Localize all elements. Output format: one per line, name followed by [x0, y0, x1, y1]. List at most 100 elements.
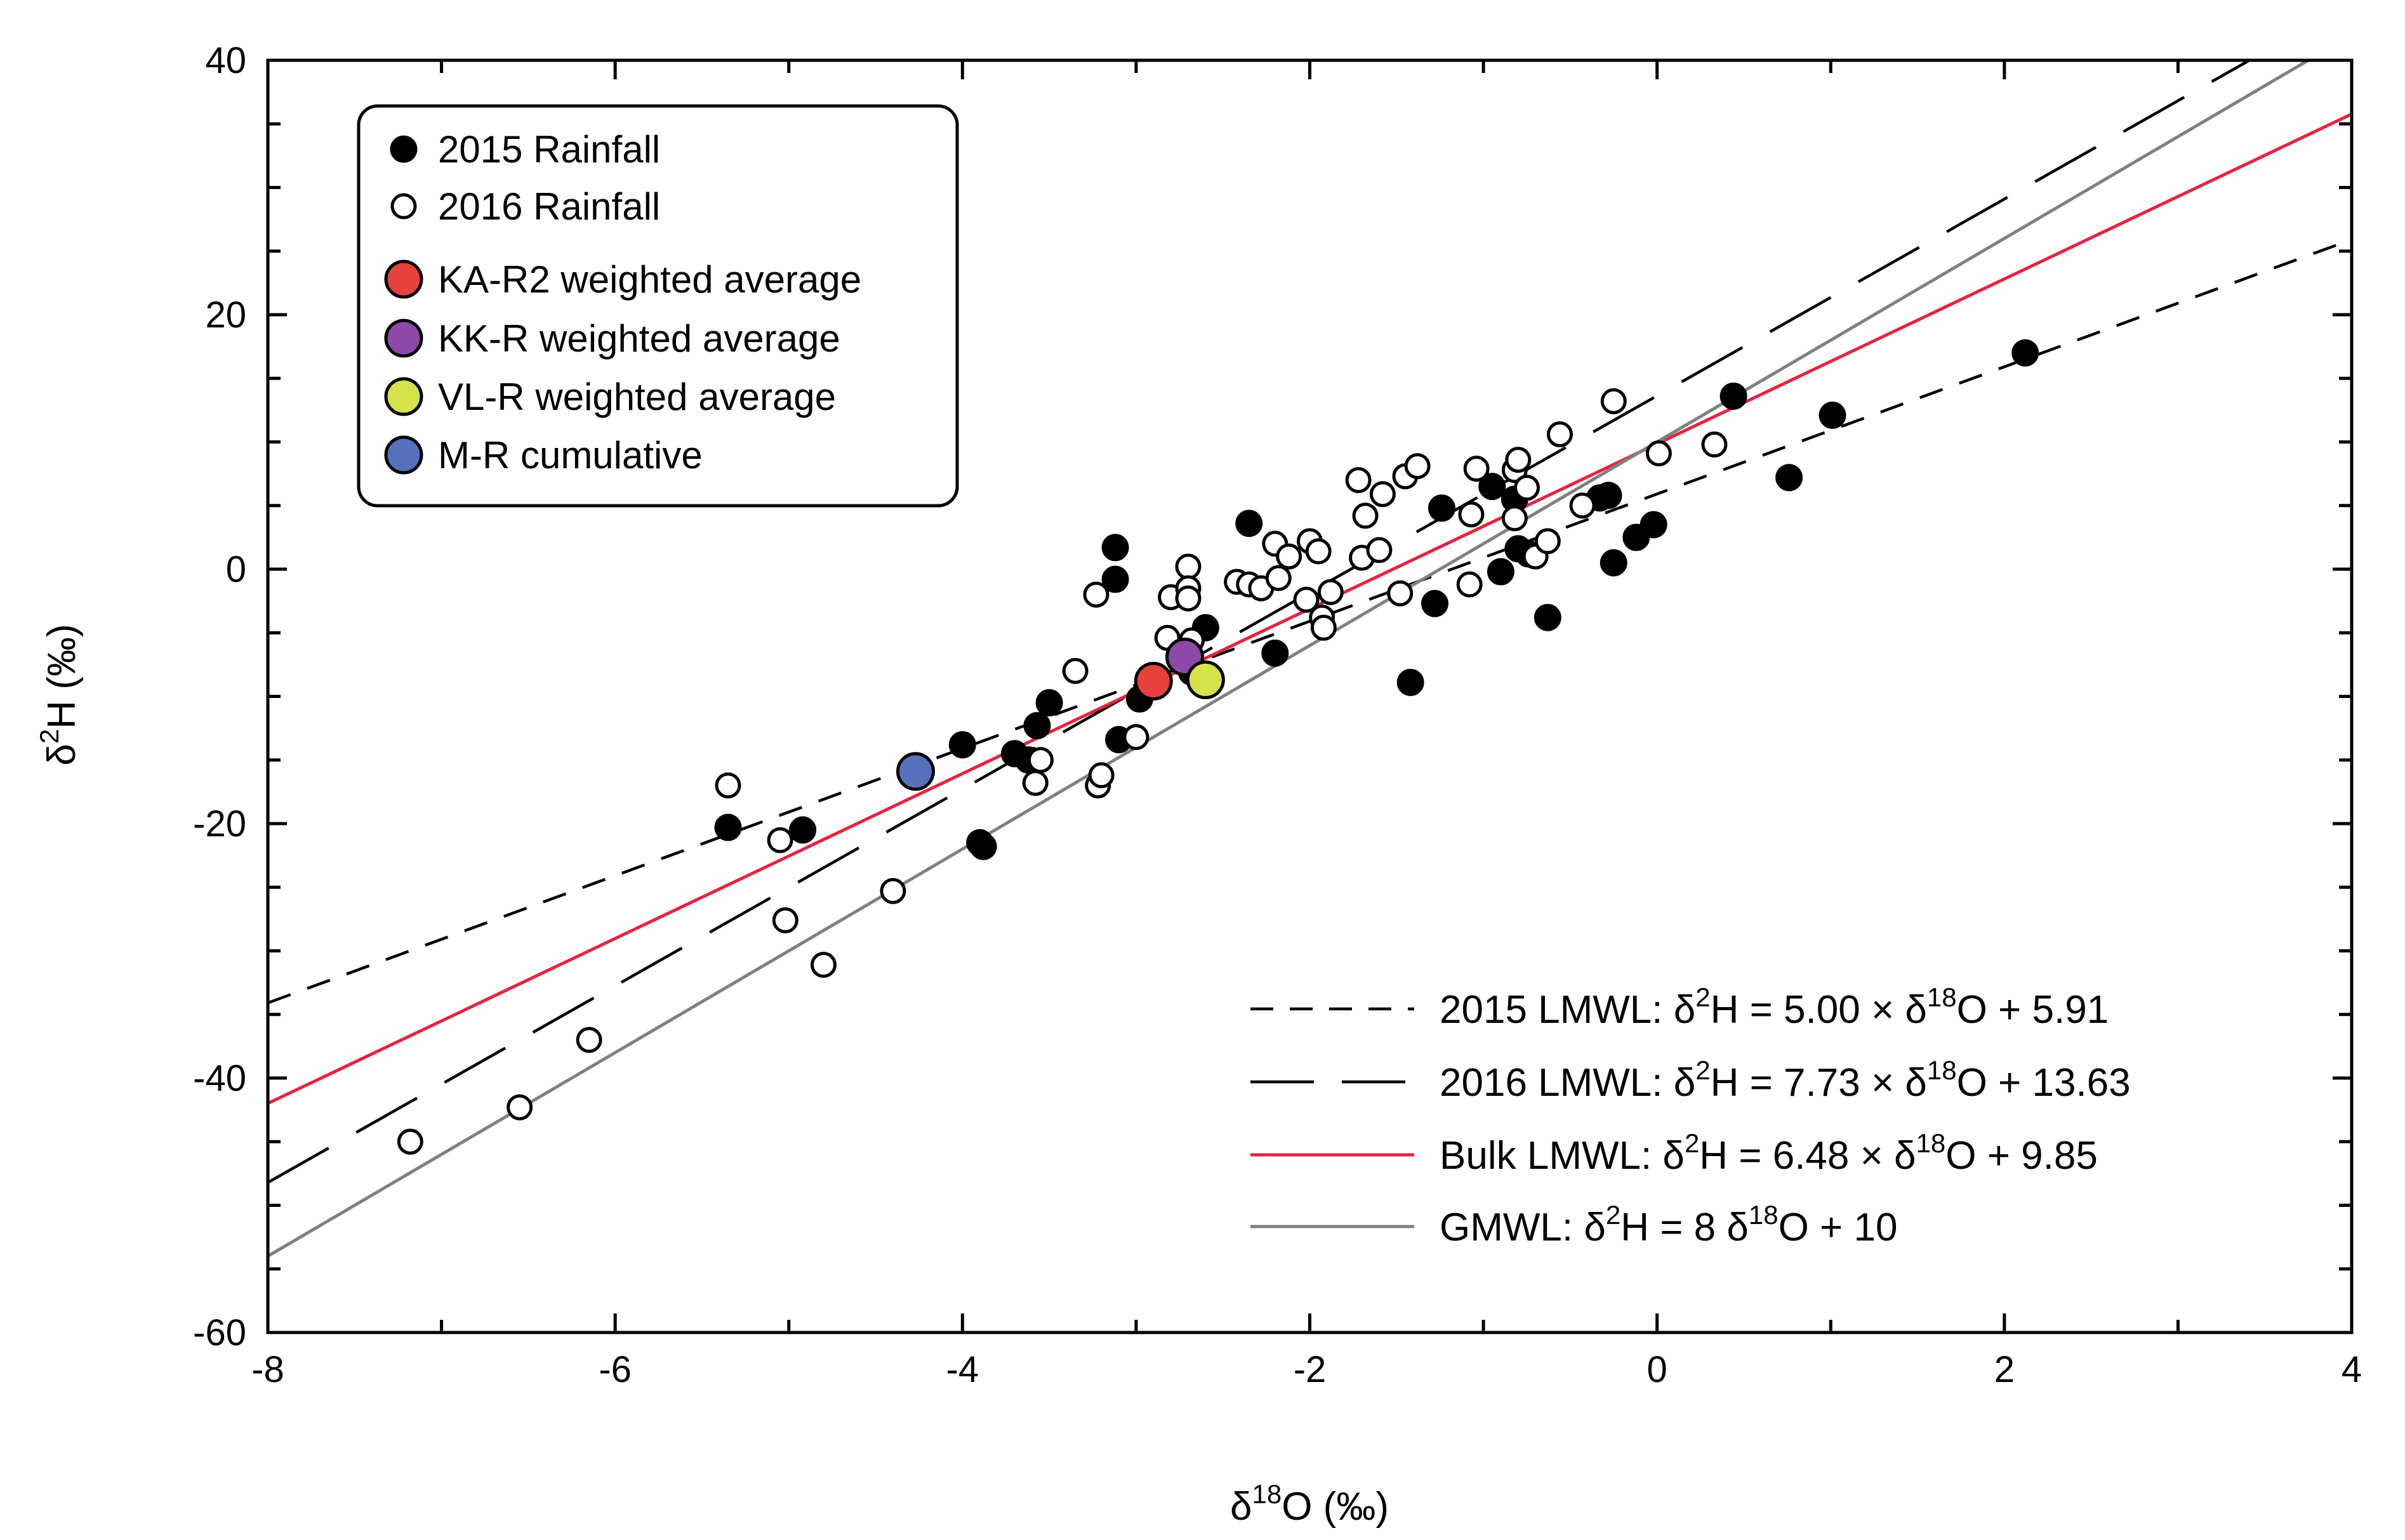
rainfall-2015-point	[1534, 603, 1561, 631]
legend-marker	[384, 260, 423, 299]
rainfall-2016-point	[1701, 431, 1728, 458]
legend-label: KA-R2 weighted average	[438, 258, 861, 301]
legend-marker	[390, 193, 417, 220]
y-tick-label: 40	[205, 40, 246, 81]
vl-r-weighted-average-point	[1186, 660, 1225, 699]
rainfall-2016-point	[1463, 456, 1490, 482]
rainfall-2016-point	[1645, 440, 1672, 467]
rainfall-2016-point	[1546, 421, 1573, 447]
rainfall-2015-point	[1719, 382, 1747, 410]
line-legend-equation: 2015 LMWL: δ2H = 5.00 × δ18O + 5.91	[1440, 982, 2109, 1032]
gmwl-line	[268, 60, 2312, 1258]
rainfall-2016-point	[1276, 543, 1302, 570]
marker-legend: 2015 Rainfall 2016 Rainfall KA-R2 weighted…	[357, 104, 959, 508]
rainfall-2016-point	[1175, 553, 1202, 580]
axis-ticks	[266, 58, 2354, 1334]
rainfall-2015-point	[948, 731, 976, 759]
rainfall-2016-point	[1027, 747, 1054, 773]
line-legend-equation: GMWL: δ2H = 8 δ18O + 10	[1440, 1200, 1897, 1249]
legend-rainfall-2016: 2016 Rainfall	[390, 185, 660, 228]
rainfall-2015-point	[1594, 482, 1622, 510]
rainfall-2015-point	[966, 829, 994, 857]
rainfall-2015-point	[1396, 668, 1424, 696]
x-tick-label: 2	[1994, 1349, 2015, 1390]
legend-ka-r2-weighted-average: KA-R2 weighted average	[384, 258, 861, 301]
rainfall-2016-point	[1600, 388, 1627, 414]
rainfall-2016-point	[1569, 492, 1596, 519]
y-axis-title: δ2H (‰)	[34, 624, 84, 765]
legend-marker	[384, 377, 423, 416]
rainfall-2015-point	[1775, 464, 1803, 492]
m-r-cumulative-point	[896, 752, 935, 791]
legend-label: VL-R weighted average	[438, 376, 836, 418]
line-legend-equation: Bulk LMWL: δ2H = 6.48 × δ18O + 9.85	[1440, 1128, 2098, 1178]
rainfall-2016-point	[1458, 501, 1485, 528]
rainfall-2016-point	[576, 1027, 602, 1053]
rainfall-2016-point	[1387, 580, 1414, 607]
legend-kk-r-weighted-average: KK-R weighted average	[384, 317, 840, 360]
rainfall-2015-point	[1819, 401, 1846, 429]
y-tick-label: -20	[193, 803, 246, 845]
rainfall-2016-point	[1505, 447, 1532, 473]
rainfall-2016-point	[1305, 538, 1332, 565]
x-tick-label: -6	[599, 1349, 632, 1390]
x-tick-label: -4	[946, 1349, 979, 1390]
legend-label: M-R cumulative	[438, 434, 703, 477]
rainfall-2015-point	[1035, 689, 1063, 717]
line-legend-2016-lmwl: 2016 LMWL: δ2H = 7.73 × δ18O + 13.63	[1250, 1055, 2131, 1105]
line-legend-bulk-lmwl: Bulk LMWL: δ2H = 6.48 × δ18O + 9.85	[1250, 1128, 2098, 1178]
rainfall-2016-point	[1293, 586, 1320, 613]
x-tick-label: 0	[1647, 1349, 1667, 1390]
rainfall-2016-point	[1513, 475, 1540, 501]
rainfall-2016-point	[1456, 571, 1483, 598]
ka-r2-weighted-average-point	[1134, 661, 1173, 701]
rainfall-2015-point	[1101, 534, 1129, 562]
rainfall-2015-point	[1640, 511, 1667, 539]
rainfall-2016-point	[1352, 503, 1379, 529]
x-tick-label: 4	[2342, 1349, 2362, 1390]
line-legend-gmwl: GMWL: δ2H = 8 δ18O + 10	[1250, 1200, 1897, 1249]
rainfall-2015-point	[1101, 565, 1129, 593]
rainfall-2016-point	[507, 1094, 533, 1121]
line-legend-equation: 2016 LMWL: δ2H = 7.73 × δ18O + 13.63	[1440, 1055, 2131, 1105]
legend-frame	[357, 104, 959, 508]
rainfall-2015-point	[789, 816, 817, 844]
legend-marker	[384, 435, 423, 475]
x-tick-label: -2	[1294, 1349, 1327, 1390]
rainfall-2016-point	[1083, 581, 1110, 608]
legend-rainfall-2015: 2015 Rainfall	[390, 128, 660, 171]
legend-label: 2015 Rainfall	[438, 128, 660, 171]
y-tick-label: 0	[226, 549, 246, 590]
rainfall-2015-point	[1478, 473, 1506, 501]
rainfall-2015-point	[1428, 494, 1455, 522]
x-tick-label: -8	[251, 1349, 284, 1390]
y-tick-label: -40	[193, 1058, 246, 1099]
legend-m-r-cumulative: M-R cumulative	[384, 434, 703, 477]
rainfall-2016-point	[1175, 585, 1202, 612]
legend-label: 2016 Rainfall	[438, 185, 660, 228]
rainfall-2016-point	[715, 772, 741, 799]
data-points	[397, 339, 2039, 1155]
y-tick-label: 20	[205, 294, 246, 336]
rainfall-2016-point	[1022, 770, 1049, 796]
rainfall-2016-point	[1317, 579, 1344, 605]
rainfall-2016-point	[1265, 565, 1292, 591]
line-legend-2015-lmwl: 2015 LMWL: δ2H = 5.00 × δ18O + 5.91	[1250, 982, 2109, 1032]
rainfall-2015-point	[1487, 558, 1514, 586]
rainfall-2016-point	[1345, 467, 1372, 494]
rainfall-2015-point	[1421, 589, 1448, 617]
rainfall-2015-point	[1261, 639, 1289, 667]
rainfall-2016-point	[880, 878, 906, 904]
legend-label: KK-R weighted average	[438, 317, 840, 360]
rainfall-2016-point	[397, 1128, 423, 1155]
x-axis-title: δ18O (‰)	[1230, 1479, 1389, 1529]
rainfall-2016-point	[1062, 657, 1089, 684]
rainfall-2016-point	[1534, 528, 1561, 555]
rainfall-2015-point	[1023, 712, 1051, 740]
rainfall-2016-point	[1369, 481, 1396, 508]
rainfall-2015-point	[714, 813, 742, 841]
rainfall-2015-point	[2011, 339, 2039, 367]
y-tick-label: -60	[193, 1312, 246, 1353]
